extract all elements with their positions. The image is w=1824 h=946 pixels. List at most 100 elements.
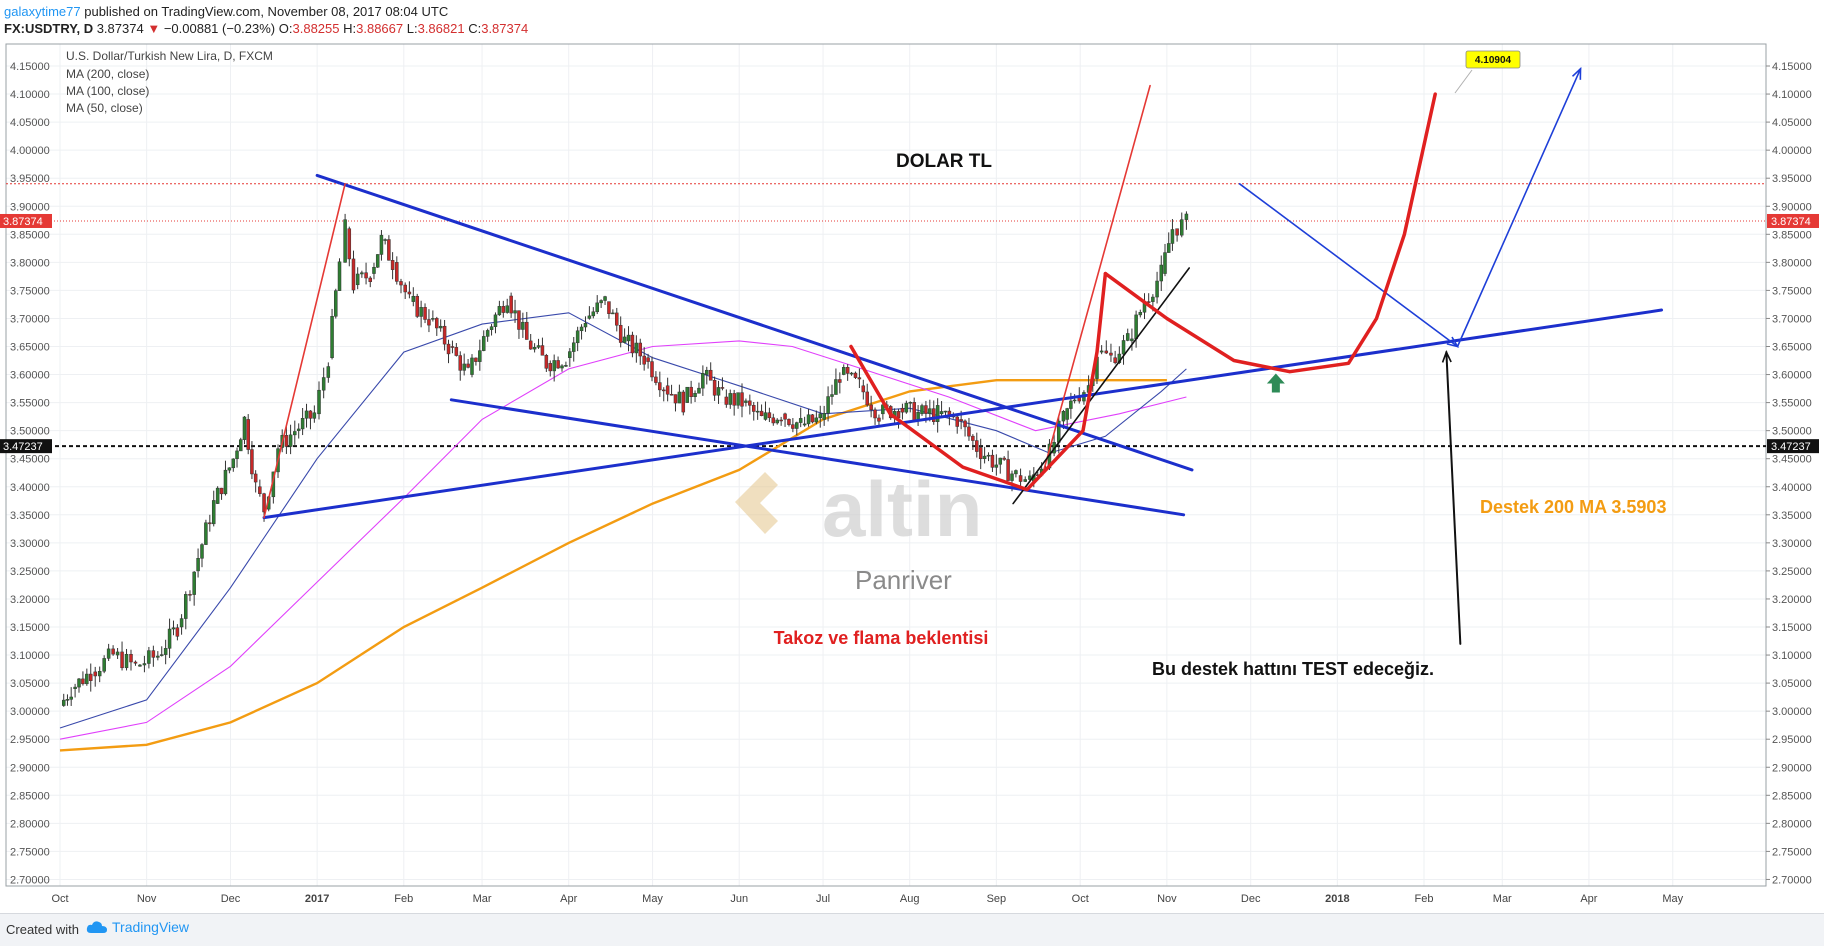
candle-body — [334, 290, 338, 317]
moving-averages — [59, 312, 1187, 752]
candle-body — [419, 307, 423, 317]
up-arrow-icon — [1266, 373, 1285, 393]
y-tick-label-right: 3.95000 — [1772, 173, 1812, 185]
candle-body — [818, 413, 823, 419]
x-tick-label: Feb — [1415, 893, 1434, 905]
candle-body — [791, 424, 795, 429]
candle-body — [783, 413, 787, 420]
candle-body — [615, 312, 619, 326]
candle-body — [928, 408, 932, 414]
watermark-subtitle: Panriver — [855, 565, 952, 595]
legend-entry: MA (200, close) — [66, 67, 149, 81]
candle-body — [525, 321, 529, 340]
candle-body — [258, 486, 262, 494]
candle-body — [536, 345, 541, 348]
candle-body — [755, 410, 760, 413]
candle-body — [1151, 296, 1155, 302]
candle-body — [900, 407, 905, 413]
last-price-badge-left — [0, 213, 52, 228]
time-axis[interactable]: Oct Nov Dec 2017 Feb Mar Apr May Jun Jul Aug Sep Oct… — [51, 893, 1683, 905]
y-tick-label-left: 3.25000 — [10, 566, 50, 578]
symbol: FX:USDTRY, D — [4, 21, 94, 36]
candle-body — [826, 396, 830, 414]
x-tick-label: May — [1662, 893, 1683, 905]
level-price-badge-left — [0, 439, 52, 454]
candle-body — [288, 434, 293, 447]
candle-body — [521, 321, 525, 330]
candle-body — [85, 673, 89, 685]
candle-body — [485, 330, 490, 337]
x-tick-label: Dec — [1241, 893, 1261, 905]
y-tick-label-left: 3.00000 — [10, 706, 50, 718]
y-tick-label-right: 3.90000 — [1772, 201, 1812, 213]
candle-body — [912, 402, 916, 422]
candle-body — [300, 418, 305, 430]
candle-body — [571, 342, 576, 352]
candle-body — [798, 418, 803, 423]
y-tick-label-left: 4.15000 — [10, 61, 50, 73]
candle-body — [250, 449, 254, 475]
y-tick-label-left: 3.65000 — [10, 342, 50, 354]
publish-line: galaxytime77 published on TradingView.co… — [4, 4, 448, 19]
y-tick-label-left: 2.80000 — [10, 818, 50, 830]
candle-body — [771, 417, 776, 424]
candle-body — [438, 325, 443, 329]
x-tick-label: Apr — [560, 893, 577, 905]
y-tick-label-left: 3.10000 — [10, 650, 50, 662]
candle-body — [638, 342, 643, 357]
candle-body — [242, 416, 247, 440]
candle-body — [171, 627, 176, 630]
author-link[interactable]: galaxytime77 — [4, 4, 81, 19]
candle-body — [387, 239, 391, 261]
callout-value: 4.10904 — [1475, 55, 1512, 66]
x-tick-label: 2017 — [305, 893, 329, 905]
candle-body — [120, 651, 124, 669]
candle-body — [560, 365, 564, 369]
candle-body — [806, 414, 811, 425]
candle-body — [548, 363, 553, 372]
candle-body — [634, 342, 639, 354]
y-tick-label-left: 3.50000 — [10, 426, 50, 438]
candle-body — [975, 440, 979, 452]
candle-body — [693, 392, 697, 397]
candle-body — [1104, 350, 1109, 354]
candle-body — [982, 455, 987, 459]
created-with-text: Created with — [6, 922, 79, 937]
candle-body — [869, 404, 873, 411]
red-curve — [849, 271, 1108, 492]
candle-body — [583, 323, 588, 328]
legend-entry: MA (100, close) — [66, 84, 149, 98]
level-price-label-left: 3.47237 — [3, 441, 43, 453]
candle-body — [188, 594, 192, 596]
y-tick-label-left: 2.85000 — [10, 790, 50, 802]
y-tick-label-right: 3.65000 — [1772, 342, 1812, 354]
candle-body — [317, 389, 321, 415]
candle-body — [834, 379, 838, 395]
candle-body — [861, 385, 866, 393]
candle-body — [599, 300, 603, 304]
candle-body — [415, 295, 419, 317]
y-tick-label-right: 3.15000 — [1772, 622, 1812, 634]
candle-body — [943, 410, 948, 413]
down-triangle-icon: ▼ — [147, 21, 161, 36]
candle-body — [293, 431, 297, 436]
y-tick-label-left: 4.10000 — [10, 89, 50, 101]
price-axis[interactable]: 4.15000 4.15000 4.10000 4.10000 4.05000 4.050… — [0, 61, 1819, 886]
annotations: DOLAR TL Takoz ve flama beklentisi Bu dest… — [774, 50, 1666, 679]
y-tick-label-left: 2.95000 — [10, 734, 50, 746]
candle-body — [673, 394, 678, 404]
candle-body — [296, 428, 301, 431]
candle-body — [767, 412, 772, 419]
x-tick-label: Feb — [394, 893, 413, 905]
test-annotation: Bu destek hattını TEST edeceğiz. — [1152, 659, 1434, 679]
candle-body — [69, 696, 73, 700]
candle-body — [1184, 213, 1189, 220]
candle-body — [575, 330, 580, 344]
black-trendline — [1445, 351, 1462, 645]
candle-body — [379, 234, 384, 255]
candle-body — [552, 360, 556, 372]
candle-body — [650, 361, 654, 378]
tradingview-link[interactable]: TradingView — [86, 919, 189, 935]
candle-body — [1159, 264, 1164, 282]
